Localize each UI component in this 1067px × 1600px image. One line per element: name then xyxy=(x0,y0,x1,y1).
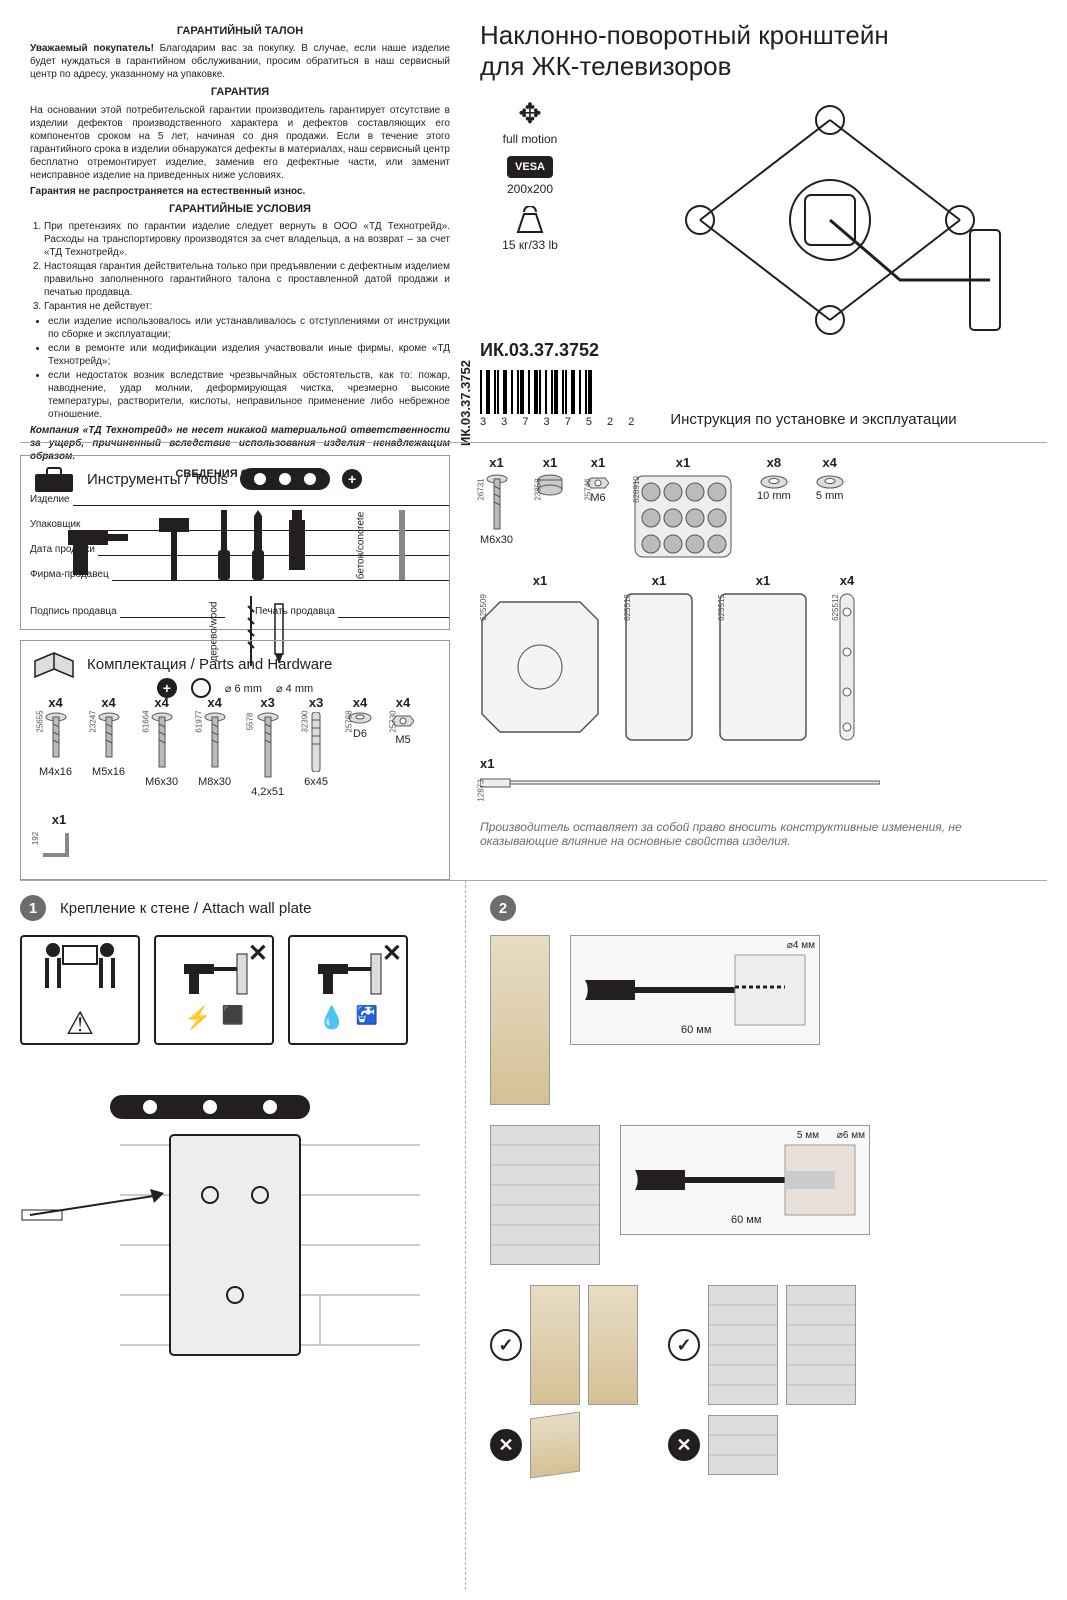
wood-ok-2 xyxy=(588,1285,638,1405)
motion-icon: ✥ xyxy=(518,100,541,128)
wood-no xyxy=(530,1411,580,1478)
rp-item: x1 26731 M6x30 xyxy=(480,455,513,546)
spec-vesa: VESA 200x200 xyxy=(480,156,580,196)
drop-icon: 💧 xyxy=(318,1005,345,1031)
check-ok-icon: ✓ xyxy=(490,1329,522,1361)
screwdriver-flat-icon xyxy=(215,510,233,580)
warranty-gar-text: На основании этой потребительской гарант… xyxy=(30,104,450,182)
warranty-title: ГАРАНТИЙНЫЙ ТАЛОН xyxy=(30,24,450,38)
check-ok-icon-2: ✓ xyxy=(668,1329,700,1361)
rp-item: x1 625515 xyxy=(718,573,808,742)
right-parts-section: x1 26731 M6x30 x1 23858 x1 25746 M6 x1 6… xyxy=(480,455,1040,803)
brick-ok-2 xyxy=(786,1285,856,1405)
rp-item: x4 5 mm xyxy=(815,455,845,502)
wood-ok xyxy=(530,1285,580,1405)
warn-two-person: ⚠ xyxy=(20,935,140,1045)
weight-icon xyxy=(514,206,546,234)
box-icon xyxy=(33,649,75,679)
bracket-illustration xyxy=(640,80,1020,360)
part-item: x3 5578 4,2x51 xyxy=(251,695,284,798)
product-title-1: Наклонно-поворотный кронштейн xyxy=(480,20,1035,51)
warranty-h-gar: ГАРАНТИЯ xyxy=(30,85,450,99)
warn-no-electric: ⚡⬛ xyxy=(154,935,274,1045)
bolt-icon: ⚡ xyxy=(184,1005,211,1031)
part-item: x1 192 xyxy=(39,812,79,863)
brick-wall-icon xyxy=(490,1125,600,1265)
tools-heading: Инструменты / Tools xyxy=(87,471,228,488)
tap-icon: 🚰 xyxy=(355,1005,377,1031)
spec-weight: 15 кг/33 lb xyxy=(480,206,580,252)
plus-icon: + xyxy=(342,469,362,489)
parts-section: Комплектация / Parts and Hardware x4 256… xyxy=(20,640,450,880)
product-code-vertical: ИК.03.37.3752 xyxy=(458,360,475,446)
part-item: x3 32390 6x45 xyxy=(304,695,328,798)
manufacturer-note: Производитель оставляет за собой право в… xyxy=(480,820,1040,848)
step-1-num: 1 xyxy=(20,895,46,921)
brick-no xyxy=(708,1415,778,1475)
check-no-icon: ✕ xyxy=(490,1429,522,1461)
wall-plate-diagram xyxy=(20,1065,440,1375)
warranty-h-cond: ГАРАНТИЙНЫЕ УСЛОВИЯ xyxy=(30,202,450,216)
warning-icon: ⚠ xyxy=(66,1004,95,1042)
rp-item: x1 626910 xyxy=(633,455,733,559)
drill-wall-icon-2 xyxy=(313,949,383,999)
step-1-title: Крепление к стене / Attach wall plate xyxy=(60,900,311,917)
part-item: x4 23247 M5x16 xyxy=(92,695,125,798)
warranty-conditions: При претензиях по гарантии изделие следу… xyxy=(30,220,450,313)
part-item: x4 25655 M4x16 xyxy=(39,695,72,798)
hammer-icon xyxy=(149,510,199,580)
instruction-label: Инструкция по установке и эксплуатации xyxy=(670,411,956,428)
step-1: 1 Крепление к стене / Attach wall plate … xyxy=(20,895,450,1385)
warranty-cond-sub: если изделие использовалось или устанавл… xyxy=(30,315,450,421)
spec-motion: ✥ full motion xyxy=(480,100,580,146)
drillbit-concrete-icon xyxy=(397,510,407,580)
part-item: x4 25730 M5 xyxy=(392,695,414,798)
toolbox-icon xyxy=(33,464,75,494)
rp-item: x4 625512 xyxy=(832,573,862,742)
level-icon xyxy=(240,468,330,490)
rp-item: x1 23858 xyxy=(537,455,563,496)
drill-wood-diagram: 60 мм ⌀4 мм xyxy=(570,935,820,1045)
part-item: x4 61664 M6x30 xyxy=(145,695,178,798)
product-title-2: для ЖК-телевизоров xyxy=(480,51,1035,82)
brick-ok xyxy=(708,1285,778,1405)
rp-item: x8 10 mm xyxy=(757,455,791,502)
drill-icon xyxy=(63,510,133,580)
rp-item: x1 25746 M6 xyxy=(587,455,609,504)
step-2: 2 60 мм ⌀4 мм 60 мм ⌀6 мм 5 мм ✓ xyxy=(490,895,1045,1475)
barcode: 3 3 7 3 7 5 2 2 xyxy=(480,370,640,428)
rp-item: x1 625518 xyxy=(624,573,694,742)
product-code: ИК.03.37.3752 xyxy=(480,340,1035,361)
parts-heading: Комплектация / Parts and Hardware xyxy=(87,656,332,673)
rp-item: x1 625509 xyxy=(480,573,600,742)
tools-section: Инструменты / Tools + бетон/concrete дер… xyxy=(20,455,450,630)
drill-wall-icon xyxy=(179,949,249,999)
screwdriver-ph-icon xyxy=(249,510,267,580)
rp-item: x1 12873 xyxy=(480,756,880,789)
vesa-icon: VESA xyxy=(507,156,553,178)
product-title-section: Наклонно-поворотный кронштейн для ЖК-тел… xyxy=(480,20,1035,252)
socket-icon: ⬛ xyxy=(221,1005,243,1031)
wood-wall-icon xyxy=(490,935,550,1105)
warranty-gar-bold: Гарантия не распространяется на естестве… xyxy=(30,186,305,197)
step-2-num: 2 xyxy=(490,895,516,921)
part-item: x4 25768 D6 xyxy=(348,695,372,798)
marker-icon xyxy=(283,510,311,580)
spec-icons: ✥ full motion VESA 200x200 15 кг/33 lb xyxy=(480,100,580,252)
warranty-intro: Уважаемый покупатель! Благодарим вас за … xyxy=(30,42,450,81)
warn-no-water: 💧🚰 xyxy=(288,935,408,1045)
drill-brick-diagram: 60 мм ⌀6 мм 5 мм xyxy=(620,1125,870,1235)
check-no-icon-2: ✕ xyxy=(668,1429,700,1461)
part-item: x4 61977 M8x30 xyxy=(198,695,231,798)
